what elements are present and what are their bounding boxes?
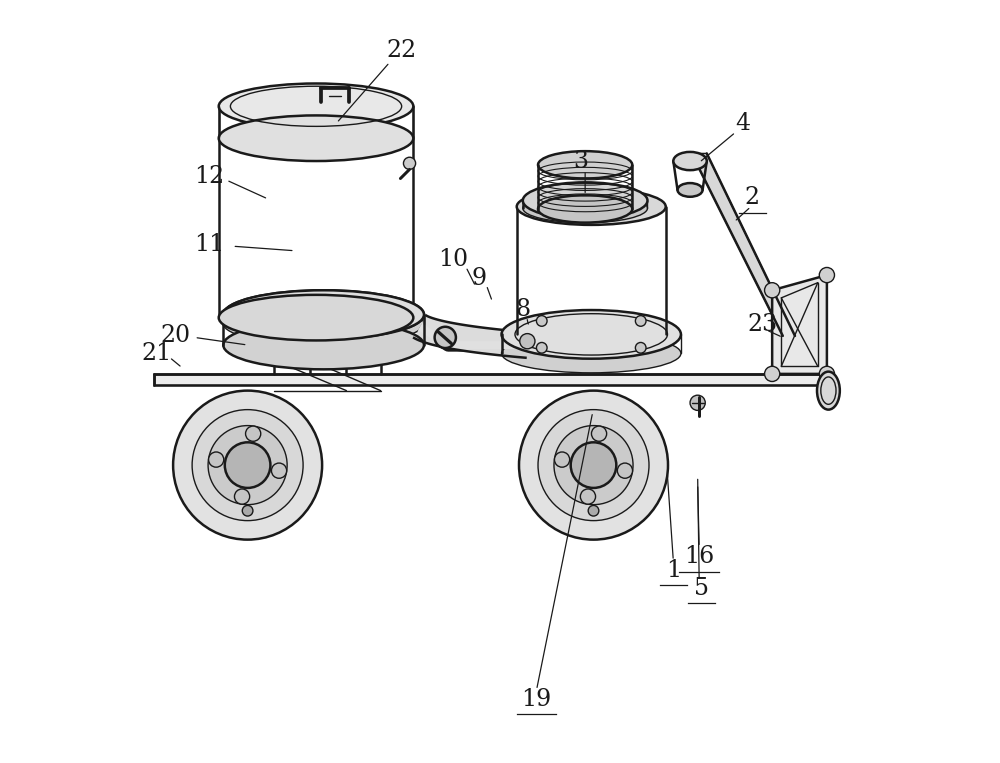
Ellipse shape [673,152,707,170]
Circle shape [819,268,834,282]
Ellipse shape [223,290,424,339]
Circle shape [246,426,261,441]
Circle shape [588,505,599,516]
Text: 4: 4 [736,111,751,134]
Text: 3: 3 [573,150,588,172]
Circle shape [571,443,616,488]
Ellipse shape [817,372,840,410]
Circle shape [591,426,607,441]
Circle shape [225,443,270,488]
Ellipse shape [219,83,413,129]
Polygon shape [154,374,827,385]
Circle shape [554,426,633,504]
Ellipse shape [502,310,681,359]
Ellipse shape [219,295,413,340]
Text: 1: 1 [666,559,681,581]
Circle shape [635,316,646,327]
Text: 2: 2 [745,186,760,209]
Text: 9: 9 [471,267,486,291]
Circle shape [580,489,596,504]
Ellipse shape [223,302,424,345]
Circle shape [554,452,570,467]
Circle shape [208,426,287,504]
Ellipse shape [219,115,413,161]
Ellipse shape [517,188,666,225]
Text: 5: 5 [694,577,709,600]
Text: 19: 19 [521,687,552,711]
Circle shape [617,463,633,478]
Text: 23: 23 [747,313,777,336]
Circle shape [192,410,303,520]
Circle shape [173,391,322,539]
Ellipse shape [223,320,424,369]
Ellipse shape [538,195,632,223]
Circle shape [234,489,250,504]
Ellipse shape [538,151,632,179]
Ellipse shape [678,183,703,197]
Circle shape [403,157,416,169]
Circle shape [271,463,287,478]
Ellipse shape [523,182,647,219]
Text: 20: 20 [160,324,190,347]
Ellipse shape [523,194,647,223]
Polygon shape [772,275,827,374]
Circle shape [819,366,834,382]
Ellipse shape [502,334,681,373]
Text: 10: 10 [438,249,468,272]
Text: 22: 22 [386,40,416,63]
Text: 21: 21 [141,342,172,365]
Circle shape [765,282,780,298]
Text: 11: 11 [194,233,225,256]
Polygon shape [692,153,795,336]
Circle shape [519,391,668,539]
Polygon shape [414,316,528,358]
Circle shape [635,343,646,353]
Circle shape [765,366,780,382]
Circle shape [435,327,456,348]
Text: 12: 12 [194,165,225,188]
Text: 8: 8 [515,298,530,320]
Circle shape [242,505,253,516]
Circle shape [536,316,547,327]
Circle shape [536,343,547,353]
Circle shape [538,410,649,520]
Circle shape [520,333,535,349]
Text: 16: 16 [684,545,714,568]
Circle shape [690,395,705,410]
Circle shape [209,452,224,467]
Ellipse shape [223,290,424,339]
